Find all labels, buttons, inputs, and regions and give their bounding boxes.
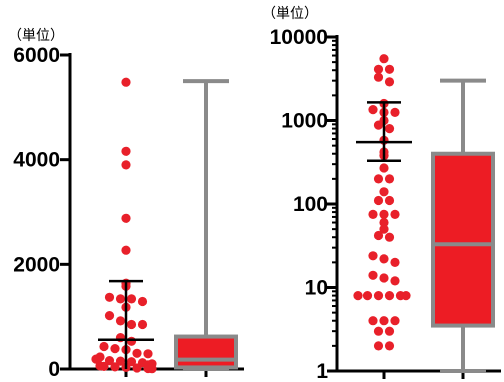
y-tick-label: 4000 bbox=[13, 149, 60, 172]
data-point bbox=[390, 257, 400, 267]
data-point bbox=[132, 363, 142, 373]
data-point bbox=[384, 341, 395, 351]
data-point bbox=[126, 336, 137, 346]
data-point bbox=[368, 316, 378, 326]
data-point bbox=[368, 270, 378, 280]
data-point bbox=[384, 291, 395, 301]
data-point bbox=[132, 348, 142, 358]
data-point bbox=[384, 64, 395, 74]
data-point bbox=[379, 209, 389, 219]
data-point bbox=[373, 326, 384, 336]
box-iqr bbox=[431, 151, 495, 328]
data-point bbox=[91, 354, 101, 364]
y-unit-label: （単位） bbox=[262, 6, 318, 22]
box-iqr bbox=[174, 334, 238, 370]
data-point bbox=[379, 273, 389, 283]
data-point bbox=[379, 187, 389, 197]
data-point bbox=[121, 245, 131, 255]
data-point bbox=[147, 364, 157, 374]
data-point bbox=[99, 341, 109, 352]
data-point bbox=[390, 276, 400, 286]
data-point bbox=[390, 209, 400, 219]
linear-scale-panel: （単位） 0 2000 4000 6000 bbox=[8, 28, 244, 381]
data-point bbox=[384, 77, 395, 87]
data-point bbox=[384, 174, 395, 184]
data-point bbox=[368, 105, 378, 115]
y-tick-label: 10 bbox=[305, 277, 328, 300]
data-point bbox=[353, 291, 363, 301]
y-tick-label: 2000 bbox=[13, 253, 60, 276]
data-point bbox=[121, 213, 131, 223]
y-tick-label: 10000 bbox=[270, 26, 328, 49]
data-point bbox=[115, 294, 126, 304]
data-point bbox=[390, 107, 400, 117]
data-point bbox=[115, 356, 126, 366]
data-point bbox=[99, 361, 109, 371]
data-point bbox=[373, 195, 384, 206]
data-point bbox=[110, 362, 120, 372]
data-point bbox=[384, 124, 395, 134]
data-point bbox=[373, 230, 384, 241]
data-point bbox=[104, 311, 115, 321]
data-point bbox=[384, 326, 395, 336]
y-tick-label: 1000 bbox=[281, 110, 328, 133]
data-point bbox=[390, 316, 400, 326]
data-point bbox=[121, 160, 131, 170]
data-point bbox=[137, 296, 148, 307]
y-tick-label: 1 bbox=[316, 360, 328, 382]
data-point bbox=[379, 316, 389, 326]
data-point bbox=[110, 344, 120, 354]
data-point bbox=[373, 174, 384, 184]
data-point bbox=[368, 251, 378, 261]
data-point bbox=[373, 291, 384, 301]
y-tick-label: 0 bbox=[48, 358, 60, 381]
data-point bbox=[137, 319, 148, 330]
data-point bbox=[121, 77, 131, 87]
data-point bbox=[373, 341, 384, 351]
data-point bbox=[379, 224, 389, 234]
data-point bbox=[126, 294, 137, 304]
data-point bbox=[104, 356, 115, 366]
y-tick-label: 6000 bbox=[13, 44, 60, 67]
data-point bbox=[126, 357, 137, 367]
data-point bbox=[115, 316, 126, 326]
data-point bbox=[121, 146, 131, 156]
data-point bbox=[373, 64, 384, 74]
data-point bbox=[362, 291, 373, 301]
data-point bbox=[379, 254, 389, 264]
data-point bbox=[143, 349, 153, 359]
data-point bbox=[126, 319, 137, 330]
data-point bbox=[384, 232, 395, 242]
data-point bbox=[379, 163, 389, 173]
y-unit-label: （単位） bbox=[8, 28, 64, 44]
data-point bbox=[104, 292, 115, 302]
data-point bbox=[379, 217, 389, 228]
log-scale-panel: （単位） 1 10 100 1000 10000 bbox=[262, 6, 501, 382]
data-point bbox=[373, 72, 384, 82]
data-point bbox=[401, 291, 411, 301]
y-tick-label: 100 bbox=[293, 193, 328, 216]
data-point bbox=[384, 195, 395, 206]
data-point bbox=[368, 209, 378, 219]
data-point bbox=[373, 120, 384, 130]
data-point bbox=[379, 54, 389, 64]
